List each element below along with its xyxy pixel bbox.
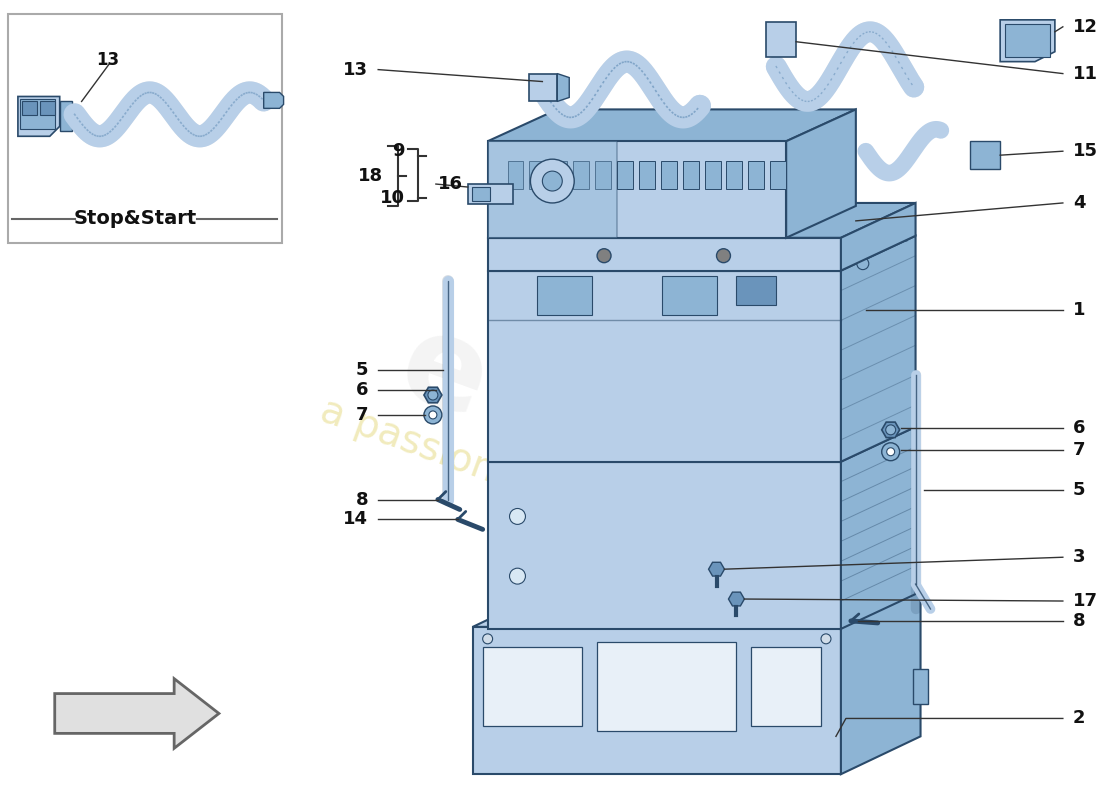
Text: 11: 11 <box>1072 65 1098 82</box>
Polygon shape <box>558 74 569 102</box>
Polygon shape <box>970 142 1000 169</box>
Text: 9: 9 <box>393 142 405 160</box>
Circle shape <box>821 634 830 644</box>
Circle shape <box>428 390 438 400</box>
Polygon shape <box>840 589 921 774</box>
Bar <box>472 187 490 201</box>
Circle shape <box>886 425 895 435</box>
Text: 17: 17 <box>1072 592 1098 610</box>
Bar <box>22 102 36 115</box>
Polygon shape <box>487 110 856 142</box>
Bar <box>748 161 764 189</box>
Bar <box>617 161 632 189</box>
Polygon shape <box>840 236 915 462</box>
Circle shape <box>882 442 900 461</box>
Text: 2: 2 <box>1072 710 1086 727</box>
Text: 15: 15 <box>1072 142 1098 160</box>
Bar <box>507 161 524 189</box>
Polygon shape <box>786 110 856 238</box>
Polygon shape <box>529 74 558 102</box>
Circle shape <box>887 448 894 456</box>
Circle shape <box>509 568 526 584</box>
Polygon shape <box>712 244 736 264</box>
Circle shape <box>597 249 611 262</box>
Polygon shape <box>59 102 72 131</box>
Bar <box>20 99 55 130</box>
Polygon shape <box>487 270 840 462</box>
Bar <box>573 161 590 189</box>
Bar <box>639 161 654 189</box>
Polygon shape <box>1005 24 1049 57</box>
Text: a passion for parts since 1985: a passion for parts since 1985 <box>315 391 880 628</box>
Polygon shape <box>487 142 786 238</box>
Circle shape <box>717 248 729 260</box>
Text: 4: 4 <box>1072 194 1086 212</box>
Bar <box>770 161 786 189</box>
Bar <box>913 669 928 703</box>
Bar <box>751 647 821 726</box>
Circle shape <box>716 249 730 262</box>
Polygon shape <box>767 22 796 57</box>
Text: 7: 7 <box>355 406 368 424</box>
Polygon shape <box>473 627 840 774</box>
Polygon shape <box>264 93 284 108</box>
Bar <box>661 161 676 189</box>
Text: 6: 6 <box>355 381 368 399</box>
Polygon shape <box>592 244 616 264</box>
Circle shape <box>798 252 810 264</box>
Text: 13: 13 <box>96 50 119 69</box>
Circle shape <box>542 171 562 191</box>
Text: europ: europ <box>384 302 811 557</box>
Bar <box>597 642 736 731</box>
Text: 14: 14 <box>343 510 368 529</box>
Text: 10: 10 <box>379 189 405 207</box>
Text: 8: 8 <box>355 490 368 509</box>
Circle shape <box>509 509 526 524</box>
Bar <box>483 647 582 726</box>
Bar <box>529 161 546 189</box>
Bar <box>736 276 777 306</box>
Polygon shape <box>487 238 840 270</box>
Bar <box>595 161 610 189</box>
Circle shape <box>638 248 650 260</box>
Circle shape <box>424 406 442 424</box>
Polygon shape <box>487 142 617 238</box>
Circle shape <box>569 254 580 266</box>
Bar <box>726 161 742 189</box>
Text: 3: 3 <box>1072 548 1086 566</box>
Polygon shape <box>487 462 840 629</box>
Polygon shape <box>18 97 59 136</box>
Circle shape <box>483 634 493 644</box>
Circle shape <box>429 411 437 419</box>
Bar <box>662 276 716 315</box>
Bar <box>8 14 282 242</box>
Text: 5: 5 <box>355 361 368 379</box>
Text: 12: 12 <box>1072 18 1098 36</box>
Bar <box>705 161 720 189</box>
Bar <box>538 276 592 315</box>
Text: Stop&Start: Stop&Start <box>74 210 197 228</box>
Text: 6: 6 <box>1072 419 1086 437</box>
Polygon shape <box>840 203 915 270</box>
Polygon shape <box>55 678 219 748</box>
Polygon shape <box>487 236 915 270</box>
Polygon shape <box>1000 20 1055 62</box>
Circle shape <box>530 159 574 203</box>
Polygon shape <box>840 427 915 629</box>
Polygon shape <box>487 203 915 238</box>
Text: 1: 1 <box>1072 302 1086 319</box>
Text: 18: 18 <box>358 167 383 185</box>
Text: 8: 8 <box>1072 612 1086 630</box>
Text: 16: 16 <box>438 175 463 193</box>
Polygon shape <box>487 427 915 462</box>
Bar <box>683 161 698 189</box>
Text: 7: 7 <box>1072 441 1086 458</box>
Bar <box>551 161 568 189</box>
Polygon shape <box>473 589 921 627</box>
Text: 5: 5 <box>1072 481 1086 498</box>
Circle shape <box>857 258 869 270</box>
Bar <box>468 184 513 204</box>
Bar <box>40 102 55 115</box>
Text: 13: 13 <box>343 61 368 78</box>
